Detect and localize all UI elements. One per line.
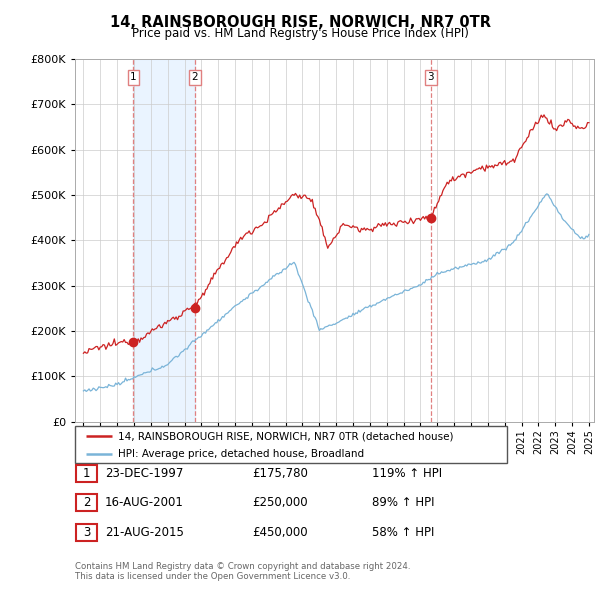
Text: 3: 3 xyxy=(428,72,434,82)
Bar xyxy=(133,59,195,422)
Text: 2: 2 xyxy=(83,496,90,509)
Text: 89% ↑ HPI: 89% ↑ HPI xyxy=(372,496,434,509)
Text: 16-AUG-2001: 16-AUG-2001 xyxy=(105,496,184,509)
Text: This data is licensed under the Open Government Licence v3.0.: This data is licensed under the Open Gov… xyxy=(75,572,350,581)
Text: 119% ↑ HPI: 119% ↑ HPI xyxy=(372,467,442,480)
Text: 21-AUG-2015: 21-AUG-2015 xyxy=(105,526,184,539)
Text: 1: 1 xyxy=(83,467,90,480)
Text: 23-DEC-1997: 23-DEC-1997 xyxy=(105,467,184,480)
Text: 3: 3 xyxy=(83,526,90,539)
Text: £450,000: £450,000 xyxy=(252,526,308,539)
Text: £175,780: £175,780 xyxy=(252,467,308,480)
Text: 14, RAINSBOROUGH RISE, NORWICH, NR7 0TR: 14, RAINSBOROUGH RISE, NORWICH, NR7 0TR xyxy=(110,15,491,30)
Text: Contains HM Land Registry data © Crown copyright and database right 2024.: Contains HM Land Registry data © Crown c… xyxy=(75,562,410,571)
Text: 58% ↑ HPI: 58% ↑ HPI xyxy=(372,526,434,539)
Text: 14, RAINSBOROUGH RISE, NORWICH, NR7 0TR (detached house): 14, RAINSBOROUGH RISE, NORWICH, NR7 0TR … xyxy=(118,431,454,441)
Text: 2: 2 xyxy=(191,72,198,82)
Text: Price paid vs. HM Land Registry's House Price Index (HPI): Price paid vs. HM Land Registry's House … xyxy=(131,27,469,40)
Text: £250,000: £250,000 xyxy=(252,496,308,509)
Text: HPI: Average price, detached house, Broadland: HPI: Average price, detached house, Broa… xyxy=(118,449,364,459)
Text: 1: 1 xyxy=(130,72,137,82)
